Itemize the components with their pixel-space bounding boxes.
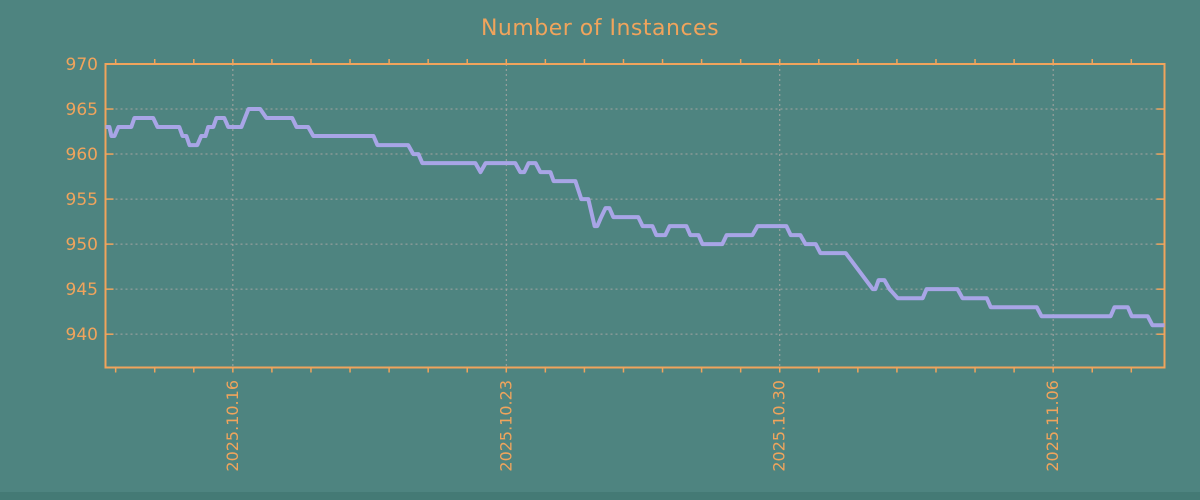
y-tick-label: 945 — [66, 280, 98, 300]
chart-title: Number of Instances — [480, 16, 720, 41]
x-tick-label: 2025.10.23 — [496, 380, 515, 472]
y-tick-label: 970 — [66, 55, 98, 75]
x-tick-label: 2025.10.30 — [770, 380, 789, 472]
y-tick-label: 950 — [66, 235, 98, 255]
y-tick-label: 960 — [66, 145, 98, 165]
y-tick-label: 940 — [66, 325, 98, 345]
series-line-instances — [105, 107, 1165, 328]
x-tick-label: 2025.11.06 — [1043, 380, 1062, 472]
plot-frame — [104, 63, 1166, 369]
x-tick-label: 2025.10.16 — [223, 380, 242, 472]
window-bottom-edge — [0, 492, 1200, 500]
y-tick-label: 965 — [66, 100, 98, 120]
y-tick-label: 955 — [66, 190, 98, 210]
